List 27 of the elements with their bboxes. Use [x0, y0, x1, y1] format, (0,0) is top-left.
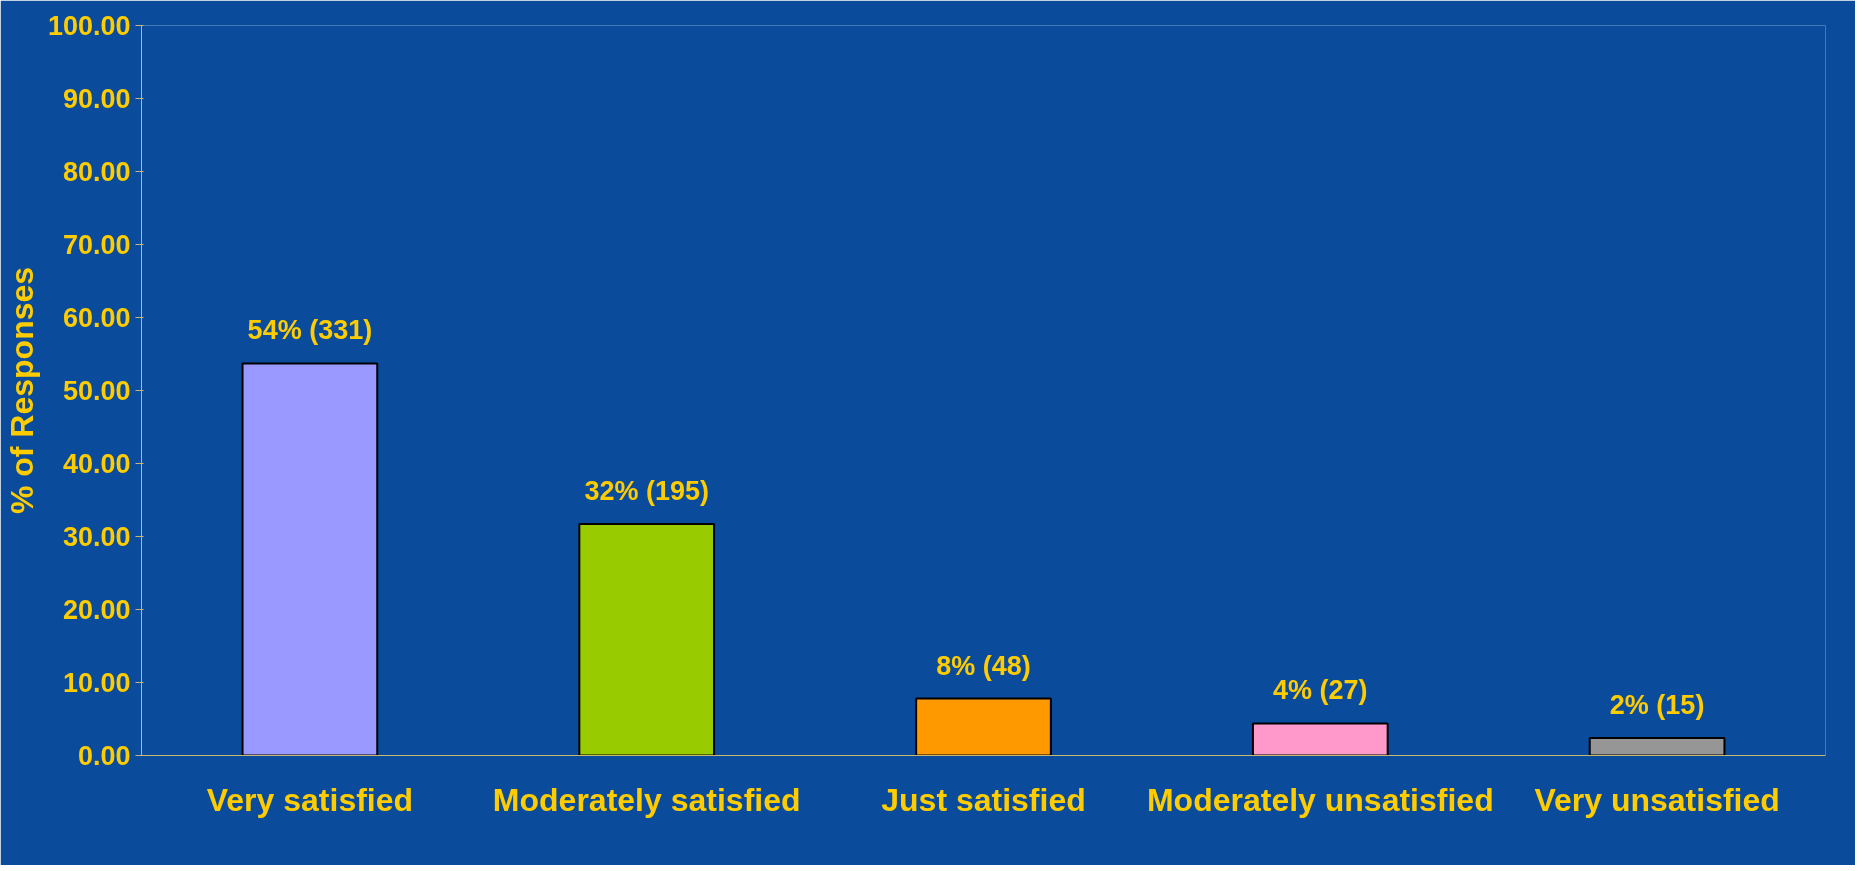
data-label: 32% (195): [584, 476, 709, 507]
bar: [915, 697, 1052, 756]
data-label: 54% (331): [247, 315, 373, 346]
bar: [1251, 722, 1389, 756]
y-tick-label: 30.00: [62, 522, 131, 552]
y-axis-title: % of Responses: [3, 266, 40, 515]
y-tick-label: 60.00: [62, 303, 131, 333]
y-tick-label: 100.00: [47, 11, 131, 41]
y-tick-label: 80.00: [62, 157, 131, 187]
bar: [578, 523, 716, 756]
data-label: 8% (48): [936, 650, 1031, 681]
y-tick-label: 90.00: [62, 84, 131, 114]
x-tick-label: Moderately unsatisfied: [1146, 781, 1494, 818]
bar: [241, 362, 379, 756]
x-tick-label: Very unsatisfied: [1534, 781, 1780, 818]
data-label: 2% (15): [1609, 689, 1705, 720]
y-tick-label: 0.00: [77, 741, 131, 771]
y-tick-label: 70.00: [62, 230, 131, 260]
x-tick-label: Just satisfied: [881, 781, 1086, 818]
x-tick-label: Moderately satisfied: [492, 781, 801, 818]
x-tick-label: Very satisfied: [206, 781, 414, 818]
y-tick-label: 20.00: [62, 595, 131, 625]
y-tick-label: 40.00: [62, 449, 131, 479]
data-label: 4% (27): [1273, 675, 1368, 706]
y-tick-label: 10.00: [62, 668, 131, 698]
bar: [1588, 736, 1726, 756]
y-tick-label: 50.00: [62, 376, 131, 406]
